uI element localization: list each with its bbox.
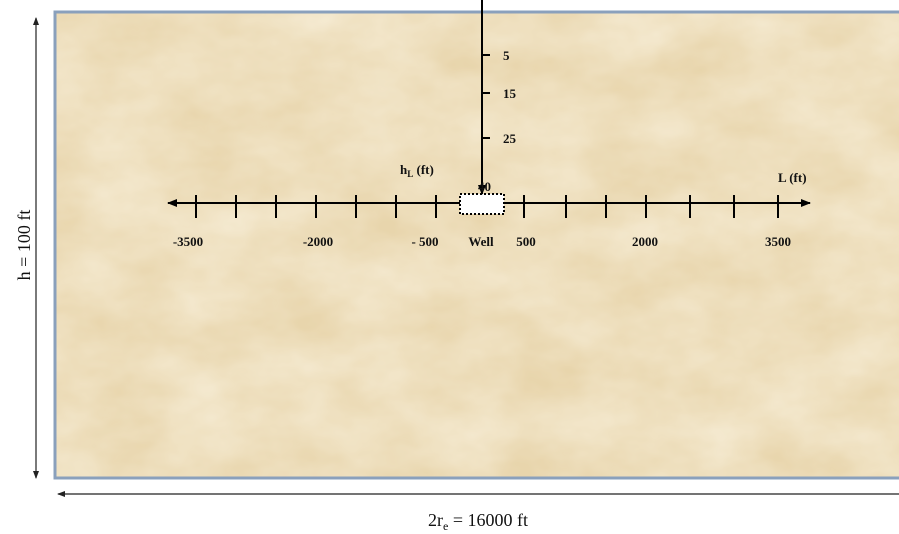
h-tick-label: 2000 <box>632 234 658 249</box>
width-sub: e <box>443 519 448 533</box>
h-tick-label: -2000 <box>303 234 333 249</box>
h-tick-label: -3500 <box>173 234 203 249</box>
v-tick-label: 15 <box>503 86 517 101</box>
ticks: -3500 -2000 - 500 Well 500 2000 3500 5 15 25 40 <box>173 48 791 249</box>
hl-rest: (ft) <box>413 162 434 177</box>
v-tick-label: 25 <box>503 131 517 146</box>
height-label: h = 100 ft <box>14 210 34 281</box>
vertical-axis-label: hL (ft) <box>400 162 434 179</box>
h-tick-label: 500 <box>516 234 536 249</box>
hl-main: h <box>400 162 408 177</box>
sand-texture <box>55 12 899 478</box>
width-label: 2re = 16000 ft <box>428 510 528 533</box>
h-tick-label: Well <box>468 234 494 249</box>
width-main: 2r <box>428 510 443 530</box>
v-tick-label: 5 <box>503 48 510 63</box>
v-tick-label: 40 <box>478 179 491 194</box>
width-rest: = 16000 ft <box>448 510 528 530</box>
h-tick-label: 3500 <box>765 234 791 249</box>
horizontal-axis-label: L (ft) <box>778 170 807 185</box>
h-tick-label: - 500 <box>411 234 438 249</box>
reservoir-border <box>53 10 899 480</box>
well <box>459 193 505 215</box>
hl-sub: L <box>407 169 413 179</box>
